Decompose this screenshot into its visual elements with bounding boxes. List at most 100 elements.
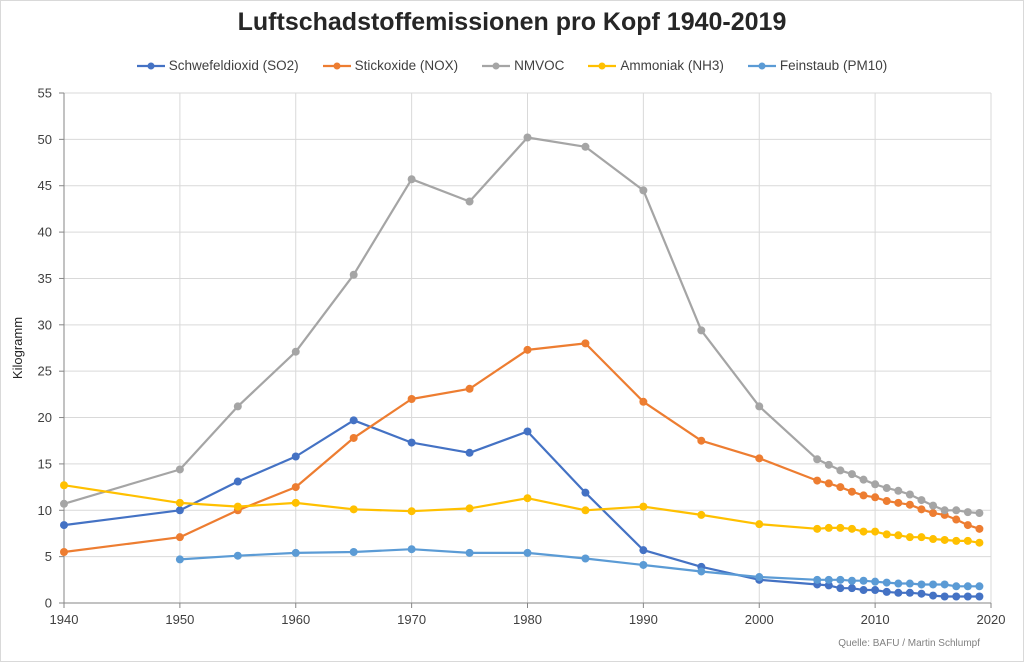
data-point	[291, 548, 300, 557]
data-point	[755, 573, 764, 582]
data-point	[859, 576, 868, 585]
legend-label: NMVOC	[514, 58, 565, 73]
data-point	[905, 500, 914, 509]
data-point	[882, 587, 891, 596]
chart-title: Luftschadstoffemissionen pro Kopf 1940-2…	[237, 8, 787, 36]
data-point	[975, 509, 984, 518]
data-point	[871, 577, 880, 586]
data-point	[697, 436, 706, 445]
data-point	[894, 498, 903, 507]
data-point	[940, 580, 949, 589]
x-tick-label: 1970	[397, 612, 426, 627]
data-point	[639, 186, 648, 195]
data-point	[407, 545, 416, 554]
legend-item: NMVOC	[482, 58, 564, 73]
data-point	[291, 347, 300, 356]
x-tick-label: 1990	[629, 612, 658, 627]
data-point	[291, 483, 300, 492]
data-point	[60, 548, 68, 556]
data-point	[175, 465, 184, 474]
data-point	[836, 575, 845, 584]
data-point	[917, 496, 926, 505]
legend-marker-icon	[588, 62, 617, 69]
y-tick-label: 10	[38, 503, 52, 518]
data-point	[847, 470, 856, 479]
data-point	[175, 555, 184, 564]
data-point	[824, 575, 833, 584]
data-point	[60, 499, 68, 508]
x-tick-label: 1940	[50, 612, 79, 627]
data-point	[824, 460, 833, 469]
y-tick-label: 15	[38, 456, 52, 471]
data-point	[882, 497, 891, 505]
data-point	[905, 588, 914, 597]
data-point	[60, 521, 68, 530]
y-tick-label: 55	[38, 86, 52, 101]
data-point	[824, 479, 833, 488]
data-point	[581, 339, 590, 348]
data-point	[755, 520, 764, 529]
data-point	[847, 576, 856, 585]
data-point	[940, 535, 949, 544]
data-point	[963, 592, 972, 601]
data-point	[836, 523, 845, 532]
data-point	[847, 584, 856, 593]
data-point	[349, 270, 358, 279]
data-point	[929, 591, 938, 600]
data-point	[836, 483, 845, 492]
data-point	[233, 477, 242, 486]
data-point	[871, 493, 880, 502]
data-point	[963, 536, 972, 545]
data-point	[639, 397, 648, 406]
legend-item: Stickoxide (NOX)	[322, 58, 459, 73]
data-point	[929, 501, 938, 510]
y-tick-label: 30	[38, 317, 52, 332]
data-point	[813, 455, 822, 464]
y-tick-label: 45	[38, 178, 52, 193]
data-point	[836, 466, 845, 475]
y-tick-label: 40	[38, 225, 52, 240]
data-point	[859, 527, 868, 536]
data-point	[523, 345, 532, 354]
data-point	[917, 580, 926, 589]
x-tick-label: 1950	[165, 612, 194, 627]
data-point	[952, 592, 961, 601]
data-point	[407, 395, 416, 403]
data-point	[465, 548, 474, 557]
series-0	[60, 416, 984, 601]
y-tick-label: 0	[45, 596, 52, 611]
x-tick-label: 2000	[745, 612, 774, 627]
data-point	[349, 433, 358, 442]
legend-label: Stickoxide (NOX)	[354, 58, 459, 73]
legend-marker-icon	[482, 62, 511, 69]
data-point	[813, 476, 822, 485]
data-point	[882, 530, 891, 539]
data-point	[60, 481, 68, 490]
data-point	[465, 197, 474, 206]
data-point	[975, 592, 984, 601]
data-point	[859, 475, 868, 484]
data-point	[291, 452, 300, 461]
data-point	[407, 438, 416, 447]
data-point	[975, 582, 984, 591]
data-point	[581, 142, 590, 151]
data-point	[639, 546, 648, 555]
data-point	[349, 505, 358, 514]
data-point	[755, 402, 764, 411]
data-point	[465, 448, 474, 457]
data-point	[581, 554, 590, 563]
data-point	[349, 416, 358, 425]
data-point	[824, 581, 833, 590]
y-tick-label: 50	[38, 132, 52, 147]
data-point	[523, 494, 532, 503]
data-point	[349, 548, 358, 556]
data-point	[894, 486, 903, 495]
data-point	[697, 510, 706, 519]
series-line	[179, 548, 980, 588]
data-point	[952, 536, 961, 545]
data-point	[581, 506, 590, 515]
data-point	[233, 551, 242, 560]
data-point	[871, 586, 880, 595]
